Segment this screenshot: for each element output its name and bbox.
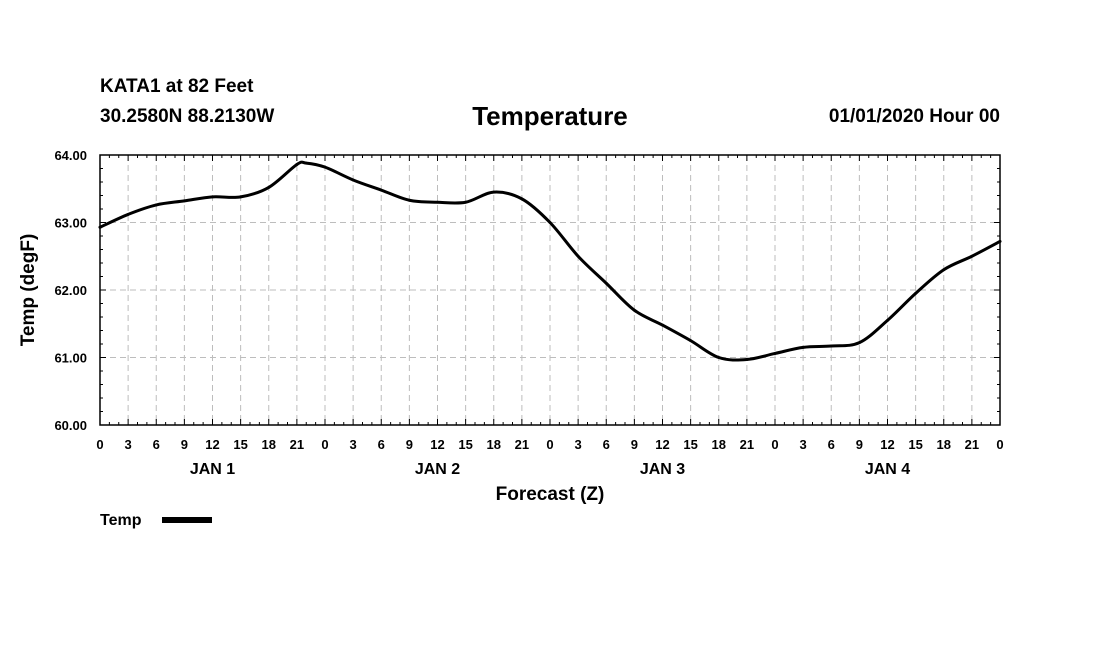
data-point <box>717 356 721 359</box>
x-tick-label: 6 <box>378 437 385 452</box>
x-tick-label: 6 <box>603 437 610 452</box>
x-tick-label: 21 <box>515 437 529 452</box>
data-point <box>801 345 805 349</box>
data-point <box>548 221 552 224</box>
data-point <box>267 186 271 189</box>
data-point <box>745 358 749 361</box>
data-point <box>211 195 214 199</box>
x-tick-label: 12 <box>205 437 219 452</box>
day-label: JAN 4 <box>865 461 910 478</box>
x-axis-title: Forecast (Z) <box>496 484 605 505</box>
x-tick-label: 12 <box>430 437 444 452</box>
x-tick-label: 21 <box>965 437 979 452</box>
x-tick-labels: 0 3 6 9 12 15 18 21 0 3 6 9 12 15 18 21 0 3 6 9 12 15 18 21 0 3 6 9… <box>96 437 1003 452</box>
legend: Temp <box>100 512 212 529</box>
data-point <box>98 225 102 229</box>
data-point <box>689 339 693 343</box>
x-tick-label: 12 <box>655 437 669 452</box>
x-tick-label: 18 <box>262 437 276 452</box>
x-tick-label: 15 <box>233 437 247 452</box>
x-tick-label: 21 <box>740 437 754 452</box>
x-tick-label: 18 <box>937 437 951 452</box>
station-label: KATA1 at 82 Feet <box>100 76 254 97</box>
x-tick-label: 18 <box>712 437 726 452</box>
series-layer <box>98 160 1002 362</box>
data-point <box>492 190 496 194</box>
data-point <box>661 323 664 327</box>
x-tick-label: 15 <box>683 437 697 452</box>
data-point <box>295 163 299 166</box>
grid-lines <box>100 155 1000 425</box>
data-point <box>914 291 918 295</box>
series-line-temp <box>98 160 1002 362</box>
x-tick-label: 6 <box>828 437 835 452</box>
x-tick-label: 0 <box>96 437 103 452</box>
data-point <box>632 308 636 312</box>
data-point <box>773 352 777 355</box>
day-label: JAN 3 <box>640 461 685 478</box>
data-point <box>520 197 524 201</box>
data-point <box>436 200 439 204</box>
x-tick-label: 0 <box>546 437 553 452</box>
y-tick-label: 61.00 <box>54 351 87 366</box>
y-tick-labels: 60.00 61.00 62.00 63.00 64.00 <box>54 148 87 433</box>
y-tick-label: 60.00 <box>54 418 87 433</box>
data-point <box>407 198 411 202</box>
x-tick-label: 18 <box>487 437 501 452</box>
y-tick-label: 62.00 <box>54 283 87 298</box>
data-point <box>239 195 243 199</box>
x-tick-label: 3 <box>575 437 582 452</box>
data-point <box>182 199 186 203</box>
legend-label: Temp <box>100 512 142 529</box>
chart-title: Temperature <box>472 101 628 131</box>
data-point <box>857 341 861 345</box>
axis-ticks <box>99 154 1001 426</box>
data-point <box>604 281 608 285</box>
x-tick-label: 3 <box>125 437 132 452</box>
x-tick-label: 9 <box>856 437 863 452</box>
x-tick-label: 15 <box>458 437 472 452</box>
day-label: JAN 1 <box>190 461 235 478</box>
y-tick-label: 64.00 <box>54 148 87 163</box>
x-tick-label: 3 <box>350 437 357 452</box>
x-tick-label: 15 <box>908 437 922 452</box>
x-tick-label: 21 <box>290 437 304 452</box>
x-tick-label: 9 <box>406 437 413 452</box>
data-point <box>576 254 580 258</box>
issue-time: 01/01/2020 Hour 00 <box>828 106 1000 127</box>
x-tick-label: 9 <box>181 437 188 452</box>
data-point <box>970 254 974 258</box>
day-label: JAN 2 <box>415 461 460 478</box>
data-point <box>126 213 130 216</box>
data-point <box>304 161 308 165</box>
y-axis-title: Temp (degF) <box>18 234 39 347</box>
x-tick-label: 9 <box>631 437 638 452</box>
data-point <box>351 178 355 182</box>
station-coordinates: 30.2580N 88.2130W <box>100 106 275 127</box>
x-tick-label: 0 <box>321 437 328 452</box>
data-point <box>154 203 158 207</box>
x-tick-label: 0 <box>996 437 1003 452</box>
data-point <box>829 344 833 348</box>
y-tick-label: 63.00 <box>54 216 87 231</box>
data-point <box>998 240 1002 243</box>
x-tick-label: 3 <box>800 437 807 452</box>
data-point <box>942 268 946 272</box>
data-point <box>379 188 383 192</box>
data-point <box>886 318 889 322</box>
x-tick-label: 0 <box>771 437 778 452</box>
x-tick-label: 12 <box>880 437 894 452</box>
day-labels: JAN 1 JAN 2 JAN 3 JAN 4 <box>190 461 910 478</box>
data-point <box>323 165 327 169</box>
x-tick-label: 6 <box>153 437 160 452</box>
data-point <box>464 200 468 204</box>
